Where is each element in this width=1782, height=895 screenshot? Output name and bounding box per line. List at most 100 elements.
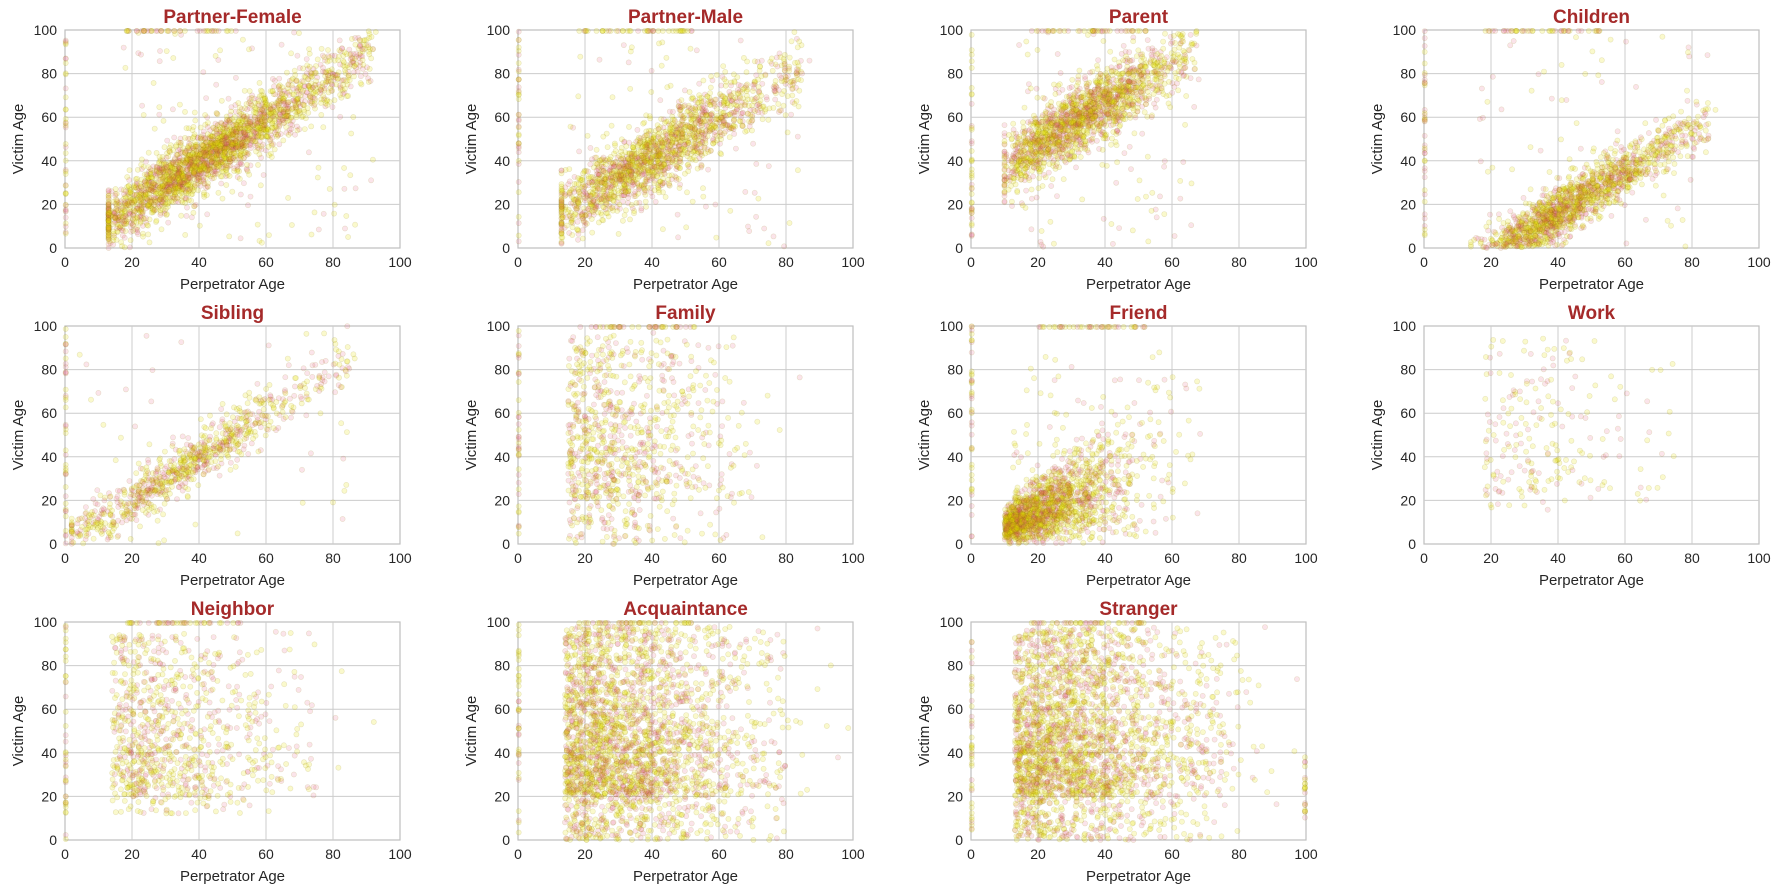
data-point bbox=[63, 71, 68, 76]
data-point bbox=[649, 89, 654, 94]
data-point bbox=[594, 147, 599, 152]
data-point bbox=[660, 141, 665, 146]
data-point bbox=[281, 138, 286, 143]
data-point bbox=[669, 173, 674, 178]
data-point bbox=[248, 194, 253, 199]
data-point bbox=[166, 220, 171, 225]
data-point bbox=[700, 139, 705, 144]
data-point bbox=[743, 129, 748, 134]
y-tick-label: 60 bbox=[41, 109, 57, 125]
data-point bbox=[238, 192, 243, 197]
data-point bbox=[807, 58, 812, 63]
data-point bbox=[714, 235, 719, 240]
data-point bbox=[798, 78, 803, 83]
data-point bbox=[619, 149, 624, 154]
data-point bbox=[106, 233, 111, 238]
data-point bbox=[245, 150, 250, 155]
data-point bbox=[247, 88, 252, 93]
data-point bbox=[261, 172, 266, 177]
data-point bbox=[204, 161, 209, 166]
data-point bbox=[603, 175, 608, 180]
data-point bbox=[642, 143, 647, 148]
data-point bbox=[224, 114, 229, 119]
data-point bbox=[743, 189, 748, 194]
data-point bbox=[603, 162, 608, 167]
data-point bbox=[763, 107, 768, 112]
data-point bbox=[241, 181, 246, 186]
data-point bbox=[228, 156, 233, 161]
data-point bbox=[166, 195, 171, 200]
data-point bbox=[597, 57, 602, 62]
data-point bbox=[140, 103, 145, 108]
data-point bbox=[1181, 159, 1186, 164]
data-point bbox=[693, 106, 698, 111]
data-point bbox=[649, 68, 654, 73]
data-point bbox=[712, 130, 717, 135]
data-point bbox=[164, 49, 169, 54]
data-point bbox=[564, 223, 569, 228]
data-point bbox=[272, 104, 277, 109]
data-point bbox=[319, 46, 324, 51]
data-point bbox=[261, 127, 266, 132]
data-point bbox=[636, 163, 641, 168]
data-point bbox=[633, 169, 638, 174]
data-point bbox=[157, 154, 162, 159]
data-point bbox=[106, 226, 111, 231]
x-tick-label: 20 bbox=[577, 254, 593, 270]
data-point bbox=[1048, 219, 1053, 224]
data-point bbox=[688, 146, 693, 151]
data-point bbox=[633, 189, 638, 194]
data-point bbox=[295, 53, 300, 58]
data-point bbox=[749, 97, 754, 102]
data-point bbox=[165, 138, 170, 143]
data-point bbox=[248, 120, 253, 125]
data-point bbox=[63, 171, 68, 176]
data-point bbox=[247, 96, 252, 101]
data-point bbox=[184, 205, 189, 210]
data-point bbox=[709, 74, 714, 79]
data-point bbox=[719, 132, 724, 137]
data-point bbox=[63, 191, 68, 196]
data-point bbox=[676, 235, 681, 240]
panel-title: Partner-Female bbox=[163, 7, 301, 28]
data-point bbox=[708, 85, 713, 90]
data-point bbox=[312, 210, 317, 215]
x-tick-label: 80 bbox=[778, 254, 794, 270]
data-point bbox=[779, 75, 784, 80]
data-point bbox=[787, 55, 792, 60]
data-point bbox=[201, 175, 206, 180]
data-point bbox=[641, 155, 646, 160]
data-point bbox=[140, 234, 145, 239]
data-point bbox=[171, 161, 176, 166]
data-point bbox=[559, 202, 564, 207]
x-axis-label: Perpetrator Age bbox=[633, 276, 738, 293]
x-tick-label: 100 bbox=[841, 254, 865, 270]
data-point bbox=[593, 205, 598, 210]
data-point bbox=[694, 48, 699, 53]
data-point bbox=[115, 224, 120, 229]
data-point bbox=[296, 108, 301, 113]
data-point bbox=[312, 103, 317, 108]
data-point bbox=[721, 64, 726, 69]
data-point bbox=[577, 149, 582, 154]
data-point bbox=[182, 28, 187, 33]
data-point bbox=[354, 51, 359, 56]
data-point bbox=[771, 234, 776, 239]
data-point bbox=[310, 85, 315, 90]
data-point bbox=[192, 169, 197, 174]
data-point bbox=[204, 193, 209, 198]
data-point bbox=[304, 57, 309, 62]
data-point bbox=[641, 121, 646, 126]
data-point bbox=[129, 200, 134, 205]
data-point bbox=[214, 161, 219, 166]
data-point bbox=[205, 212, 210, 217]
data-point bbox=[152, 195, 157, 200]
data-point bbox=[163, 206, 168, 211]
data-point bbox=[270, 88, 275, 93]
data-point bbox=[678, 182, 683, 187]
data-point bbox=[353, 35, 358, 40]
data-point bbox=[107, 210, 112, 215]
data-point bbox=[245, 125, 250, 130]
data-point bbox=[679, 98, 684, 103]
data-point bbox=[314, 79, 319, 84]
